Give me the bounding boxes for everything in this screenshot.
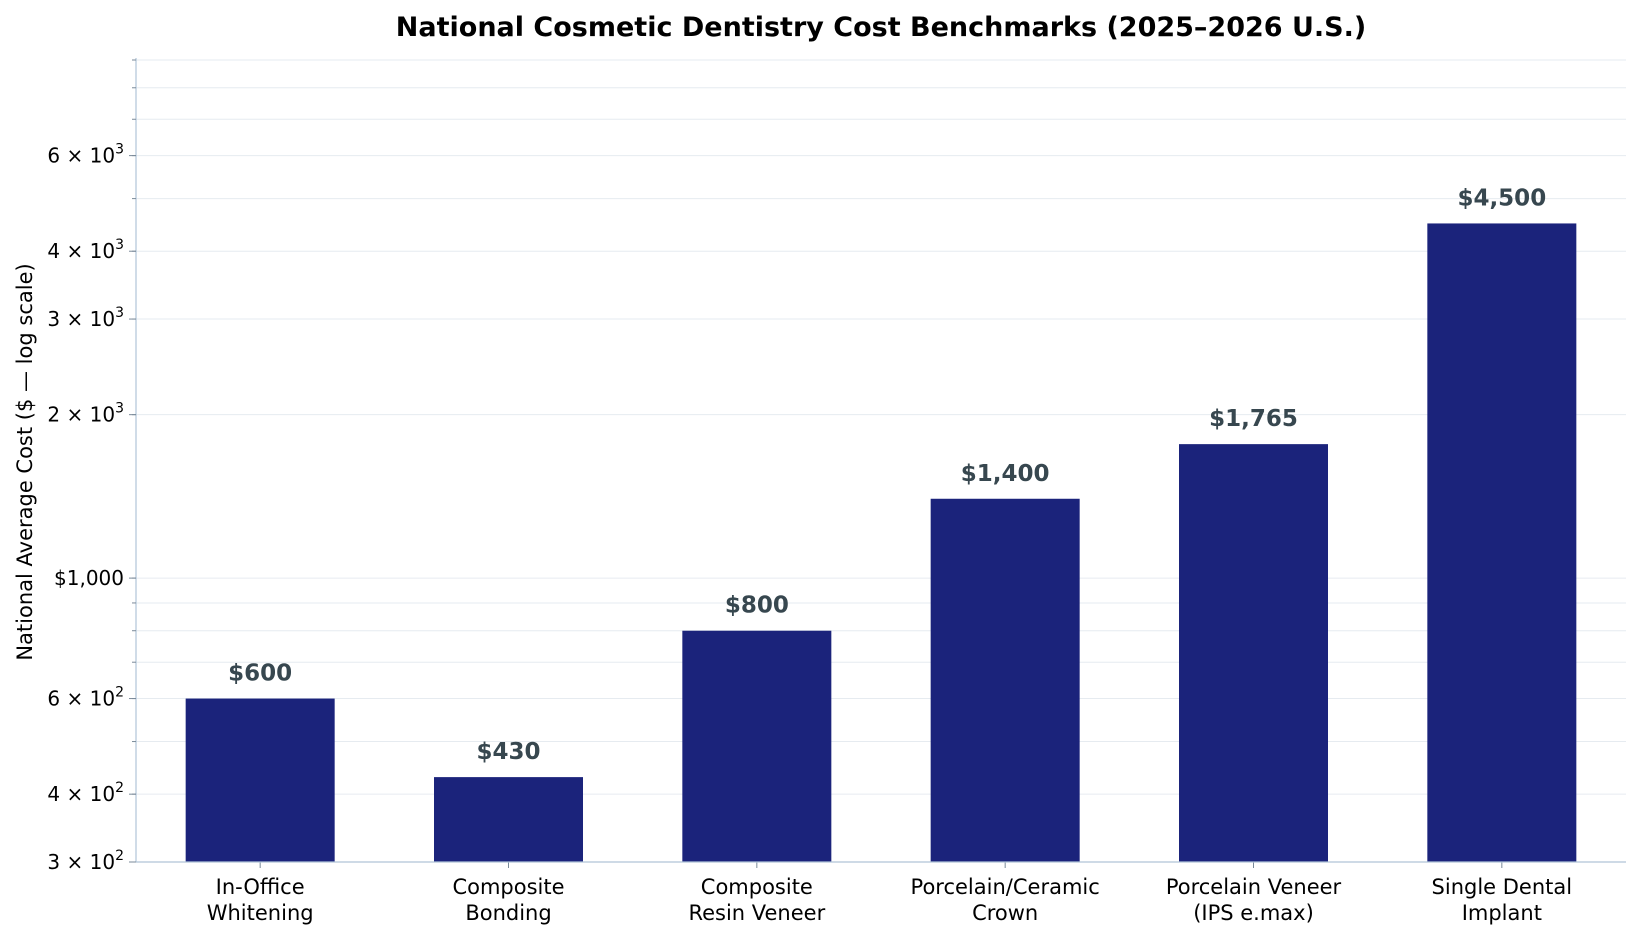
x-tick-label-line: Resin Veneer [688,901,825,925]
x-tick-label-line: Porcelain/Ceramic [911,875,1100,899]
y-axis-label: National Average Cost ($ — log scale) [13,263,37,660]
y-tick-label: 4 × 103 [47,237,124,263]
bar [185,698,335,862]
y-tick-label: $1,000 [54,566,124,590]
bar [682,630,832,862]
y-tick-label: 3 × 103 [47,305,124,331]
y-tick-label: 3 × 102 [47,848,124,874]
y-tick-label: 2 × 103 [47,401,124,427]
bar [434,777,583,862]
y-tick-label: 4 × 102 [47,780,124,806]
bar [1179,444,1328,862]
grid-layer [136,59,1626,863]
x-tick-label-line: Porcelain Veneer [1166,875,1342,899]
x-tick-label-line: Bonding [465,901,551,925]
x-tick-label: Composite Bonding [452,875,564,925]
x-tick-label-line: Crown [972,901,1038,925]
x-tick-label-line: Implant [1462,901,1542,925]
data-label: $1,400 [961,461,1050,487]
bar [930,498,1080,862]
bar [1427,223,1577,863]
data-label: $600 [228,661,292,687]
x-tick-label: Single Dental Implant [1432,875,1573,925]
chart-title: National Cosmetic Dentistry Cost Benchma… [396,12,1366,43]
x-tick-label-line: In-Office [216,875,305,899]
data-label: $1,765 [1209,406,1298,432]
y-tick-label: 6 × 103 [47,142,124,168]
x-tick-label-line: (IPS e.max) [1193,901,1314,925]
x-tick-label: Composite Resin Veneer [688,875,825,925]
data-label: $4,500 [1457,185,1546,211]
x-tick-label-line: Whitening [207,901,314,925]
x-tick-label-line: Composite [452,875,564,899]
data-label: $430 [476,739,540,765]
x-tick-label: Porcelain Veneer (IPS e.max) [1166,875,1342,925]
axis-layer [129,58,1626,868]
y-tick-label: 6 × 102 [47,685,124,711]
x-tick-label: Porcelain/Ceramic Crown [911,875,1100,925]
x-tick-label: In-Office Whitening [207,875,314,925]
bar-layer [185,223,1577,863]
x-tick-label-line: Composite [701,875,813,899]
x-tick-label-line: Single Dental [1432,875,1573,899]
data-label: $800 [725,593,789,619]
